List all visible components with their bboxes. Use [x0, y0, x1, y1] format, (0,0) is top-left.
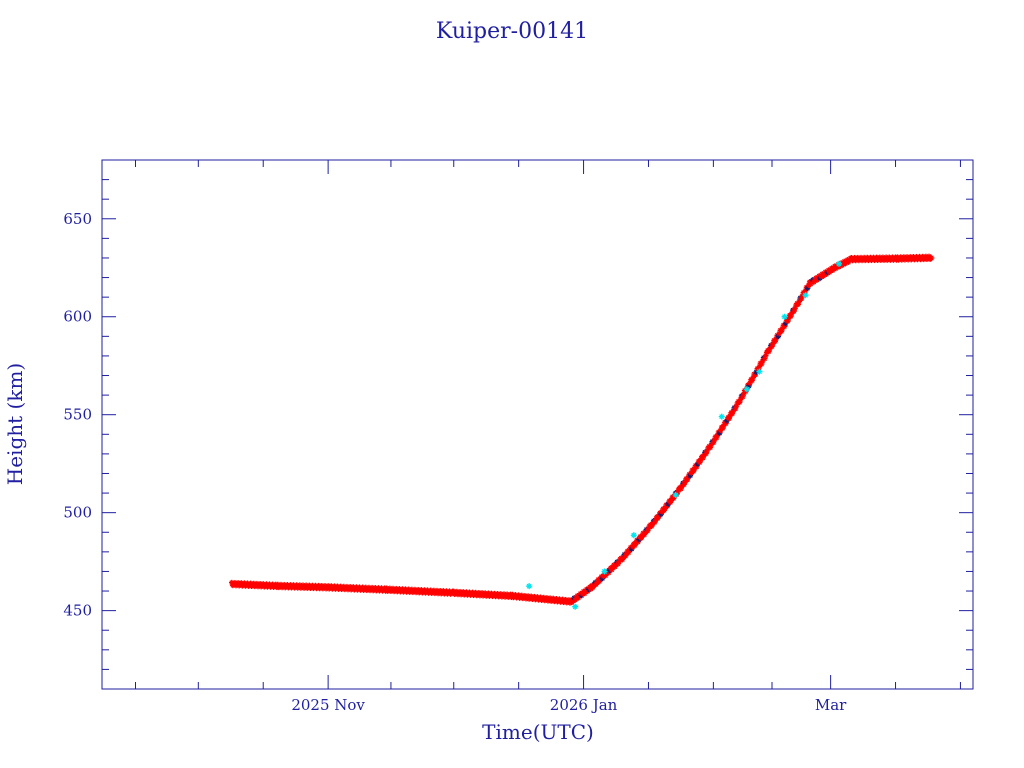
chart-title: Kuiper-00141 — [436, 19, 588, 44]
y-tick-label: 450 — [63, 602, 92, 620]
data-point — [743, 386, 750, 393]
data-point — [630, 532, 637, 539]
x-tick-label: Mar — [815, 696, 847, 714]
data-point — [601, 568, 608, 575]
data-point — [756, 368, 763, 375]
y-tick-label: 550 — [63, 406, 92, 424]
y-axis-title: Height (km) — [3, 363, 27, 485]
x-tick-labels: 2025 Nov 2026 Jan Mar — [291, 696, 847, 714]
data-point — [836, 260, 842, 267]
data-points — [229, 253, 935, 610]
data-point — [593, 581, 599, 588]
axis-ticks — [102, 159, 973, 690]
data-point — [927, 254, 935, 262]
plot-frame — [101, 159, 974, 690]
data-point — [718, 413, 725, 420]
data-point — [572, 603, 579, 610]
data-point — [693, 464, 700, 470]
data-point — [802, 292, 809, 299]
data-point — [672, 492, 679, 499]
data-point — [526, 583, 533, 590]
x-tick-label: 2026 Jan — [550, 696, 618, 714]
data-point — [781, 313, 788, 320]
y-tick-label: 600 — [63, 308, 92, 326]
x-tick-label: 2025 Nov — [291, 696, 365, 714]
x-axis-title: Time(UTC) — [482, 720, 594, 744]
data-point — [658, 511, 664, 518]
y-tick-label: 650 — [63, 210, 92, 228]
y-tick-labels: 450 500 550 600 650 — [63, 210, 92, 620]
y-tick-label: 500 — [63, 504, 92, 522]
